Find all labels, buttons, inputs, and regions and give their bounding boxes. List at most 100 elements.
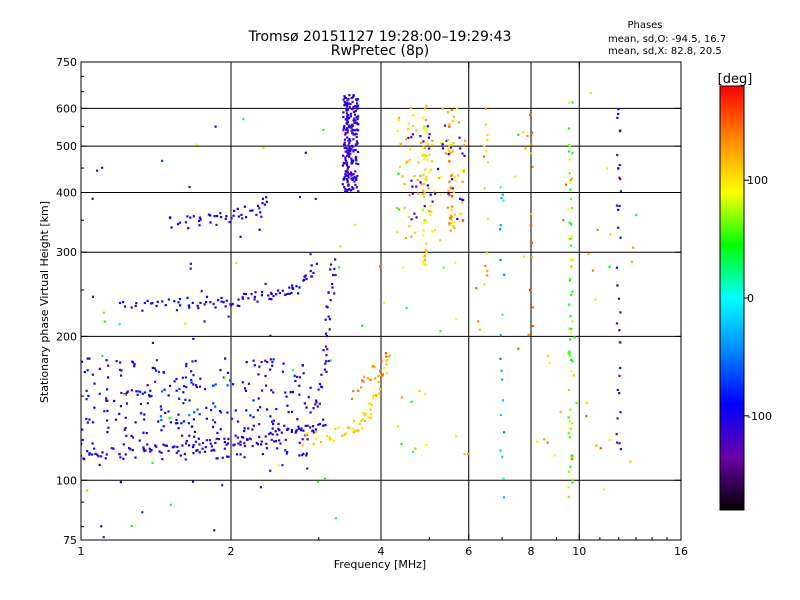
echo-point	[196, 304, 199, 307]
echo-point	[486, 161, 490, 164]
echo-point	[387, 355, 391, 358]
echo-point	[105, 399, 108, 402]
echo-point	[291, 410, 294, 413]
echo-point	[343, 186, 346, 189]
echo-point	[265, 408, 269, 411]
echo-point	[345, 178, 348, 181]
echo-point	[447, 189, 450, 192]
echo-point	[352, 133, 355, 136]
echo-point	[378, 388, 382, 391]
echo-point	[258, 228, 261, 231]
echo-point	[446, 139, 450, 142]
echo-point	[88, 453, 91, 456]
echo-point	[321, 418, 325, 421]
echo-point	[347, 144, 350, 147]
echo-point	[86, 369, 89, 372]
echo-point	[154, 380, 157, 383]
echo-point	[160, 429, 163, 432]
echo-point	[291, 390, 295, 394]
echo-point	[290, 291, 293, 295]
echo-point	[269, 334, 272, 337]
echo-point	[168, 416, 171, 420]
echo-point	[450, 185, 453, 188]
echo-point	[112, 447, 115, 450]
echo-point	[344, 118, 347, 121]
echo-point	[322, 349, 325, 352]
echo-point	[214, 383, 217, 386]
echo-point	[619, 129, 622, 132]
echo-point	[201, 447, 204, 450]
echo-point	[352, 119, 355, 122]
echo-point	[222, 301, 225, 304]
echo-point	[567, 470, 571, 473]
echo-point	[346, 131, 349, 134]
x-tick-label: 8	[528, 545, 535, 558]
echo-point	[181, 434, 184, 437]
echo-point	[405, 306, 408, 310]
echo-point	[346, 116, 349, 119]
echo-point	[220, 296, 223, 300]
echo-point	[426, 125, 429, 128]
echo-point	[424, 177, 427, 181]
echo-point	[258, 435, 261, 439]
echo-point	[420, 141, 423, 145]
echo-point	[200, 290, 203, 293]
echo-point	[188, 434, 191, 437]
echo-point	[348, 137, 351, 141]
echo-point	[569, 315, 572, 318]
echo-point	[289, 391, 292, 394]
echo-point	[286, 428, 289, 432]
echo-point	[314, 430, 317, 433]
echo-point	[213, 421, 217, 424]
echo-point	[616, 153, 619, 157]
echo-point	[119, 480, 122, 484]
echo-point	[346, 181, 349, 184]
echo-point	[269, 368, 272, 371]
echo-point	[133, 365, 136, 368]
echo-point	[427, 147, 431, 150]
echo-point	[460, 198, 464, 201]
echo-point	[287, 410, 290, 414]
echo-point	[410, 136, 413, 139]
echo-point	[344, 170, 347, 173]
echo-point	[396, 206, 399, 210]
echo-point	[422, 183, 426, 186]
echo-point	[354, 105, 357, 108]
echo-point	[209, 301, 212, 304]
echo-point	[213, 529, 216, 532]
echo-point	[174, 422, 177, 425]
echo-point	[272, 358, 275, 361]
echo-point	[244, 292, 248, 296]
echo-point	[483, 283, 486, 286]
echo-point	[343, 146, 346, 150]
echo-point	[344, 174, 347, 177]
echo-point	[329, 359, 332, 362]
echo-point	[269, 358, 273, 361]
echo-point	[344, 159, 348, 162]
echo-point	[312, 442, 315, 446]
echo-point	[363, 375, 366, 378]
echo-point	[243, 442, 246, 445]
echo-point	[424, 443, 428, 447]
echo-point	[369, 416, 373, 419]
echo-point	[453, 221, 456, 224]
echo-point	[263, 203, 267, 206]
echo-point	[439, 330, 442, 333]
echo-point	[341, 164, 345, 167]
echo-point	[164, 304, 167, 307]
echo-point	[169, 503, 172, 506]
echo-point	[445, 139, 448, 142]
echo-point	[346, 136, 349, 139]
echo-point	[242, 292, 246, 295]
echo-point	[143, 449, 146, 453]
echo-point	[286, 451, 289, 454]
echo-point	[383, 367, 386, 370]
echo-point	[353, 223, 357, 226]
echo-point	[151, 461, 154, 465]
echo-point	[119, 405, 123, 408]
echo-point	[422, 140, 425, 143]
echo-point	[192, 443, 195, 447]
echo-point	[451, 150, 454, 153]
echo-point	[425, 178, 428, 182]
echo-point	[447, 111, 450, 114]
